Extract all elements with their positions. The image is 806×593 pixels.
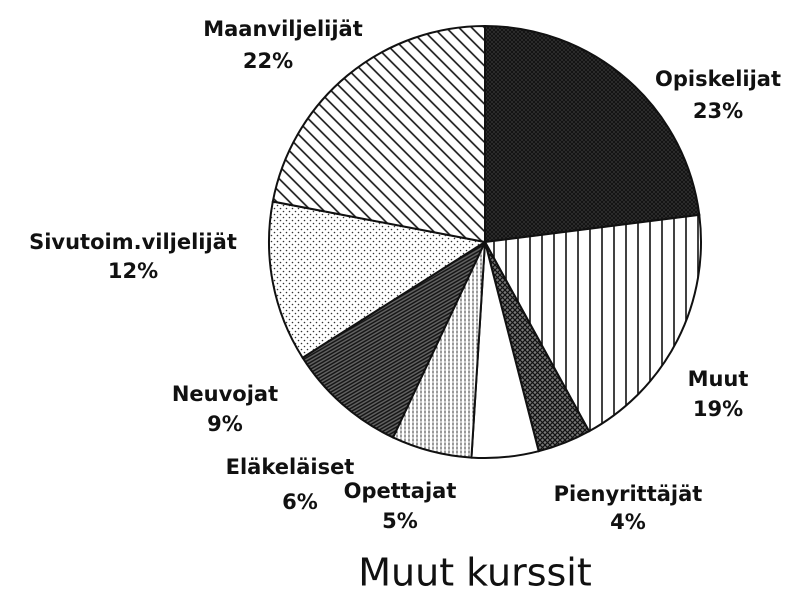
slice-label: Sivutoim.viljelijät: [29, 230, 237, 254]
pie-slice: [484, 24, 701, 244]
slice-label: Pienyrittäjät: [554, 482, 703, 506]
slice-value-label: 4%: [610, 510, 646, 534]
slice-value-label: 5%: [382, 509, 418, 533]
chart-title: Muut kurssit: [358, 551, 592, 593]
slice-value-label: 23%: [693, 99, 743, 123]
slice-label: Opiskelijat: [655, 67, 781, 91]
pie-slice: [271, 24, 486, 244]
slice-label: Eläkeläiset: [226, 455, 355, 479]
slice-value-label: 22%: [243, 49, 293, 73]
slice-value-label: 19%: [693, 397, 743, 421]
pie-slice: [483, 213, 702, 433]
slice-label: Opettajat: [344, 479, 457, 503]
slice-label: Muut: [688, 367, 749, 391]
slice-value-label: 9%: [207, 412, 243, 436]
slice-label: Maanviljelijät: [203, 17, 363, 41]
slice-value-label: 6%: [282, 490, 318, 514]
slice-label: Neuvojat: [172, 382, 278, 406]
pie-slice: [301, 239, 488, 439]
pie-slice: [268, 200, 488, 360]
slice-value-label: 12%: [108, 259, 158, 283]
